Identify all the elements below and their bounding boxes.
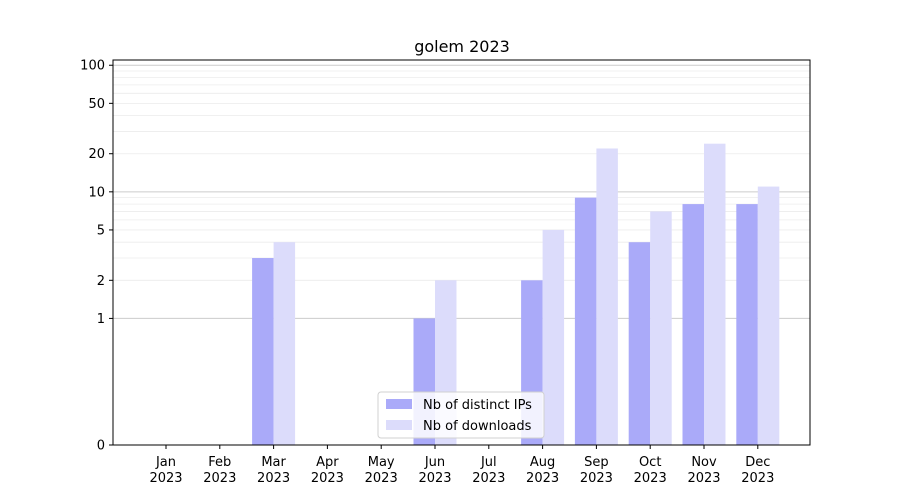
bar-distinct-ips xyxy=(736,204,758,445)
x-tick-label: Mar 2023 xyxy=(257,455,290,486)
legend-box xyxy=(377,391,545,439)
x-tick-label-line: 2023 xyxy=(311,471,344,486)
x-tick-label-line: May xyxy=(368,455,395,470)
x-tick-label-line: Aug xyxy=(530,455,555,470)
y-tick-label: 0 xyxy=(97,439,105,454)
x-tick-label-line: 2023 xyxy=(741,471,774,486)
x-tick-label-line: Dec xyxy=(745,455,770,470)
x-tick-label: Oct 2023 xyxy=(634,455,667,486)
y-tick-label: 20 xyxy=(88,147,105,162)
x-tick-label-line: 2023 xyxy=(687,471,720,486)
legend-swatch xyxy=(386,399,412,409)
x-tick-label-line: Jan xyxy=(155,455,176,470)
bar-distinct-ips xyxy=(682,204,704,445)
bars-group xyxy=(252,143,780,446)
x-tick-label-line: 2023 xyxy=(526,471,559,486)
x-tick-label-line: 2023 xyxy=(149,471,182,486)
x-tick-label-line: Jun xyxy=(424,455,445,470)
y-tick-label: 1 xyxy=(97,312,105,327)
x-tick-label-line: Sep xyxy=(584,455,609,470)
bar-downloads xyxy=(596,148,618,445)
x-tick-label: Jan 2023 xyxy=(149,455,182,486)
bar-downloads xyxy=(704,143,726,445)
grid-lines xyxy=(113,64,810,319)
x-tick-label-line: 2023 xyxy=(472,471,505,486)
x-tick-label-line: 2023 xyxy=(203,471,236,486)
x-tick-label: Jul 2023 xyxy=(472,455,505,486)
bar-distinct-ips xyxy=(252,258,274,445)
chart-title: golem 2023 xyxy=(414,37,510,56)
x-tick-label-line: 2023 xyxy=(580,471,613,486)
legend: Nb of distinct IPs Nb of downloads xyxy=(377,391,545,439)
x-tick-label-line: Jul xyxy=(480,455,497,470)
x-tick-label-line: 2023 xyxy=(365,471,398,486)
x-tick-label-line: Apr xyxy=(316,455,339,470)
bar-downloads xyxy=(542,229,565,445)
legend-swatch xyxy=(386,420,412,430)
bar-downloads xyxy=(650,211,672,445)
x-tick-label-line: Oct xyxy=(639,455,661,470)
x-tick-label: Aug 2023 xyxy=(526,455,559,486)
x-tick-label-line: 2023 xyxy=(634,471,667,486)
x-tick-label: Feb 2023 xyxy=(203,455,236,486)
x-tick-label-line: 2023 xyxy=(418,471,451,486)
y-tick-label: 10 xyxy=(88,185,105,200)
x-tick-label: Dec 2023 xyxy=(741,455,774,486)
y-tick-label: 50 xyxy=(88,97,105,112)
x-tick-label: Apr 2023 xyxy=(311,455,344,486)
x-tick-label-line: Mar xyxy=(261,455,286,470)
x-tick-label-line: Feb xyxy=(208,455,231,470)
x-tick-label: May 2023 xyxy=(365,455,398,486)
y-tick-label: 2 xyxy=(97,274,105,289)
plot-frame xyxy=(112,59,811,446)
x-tick-label-line: 2023 xyxy=(257,471,290,486)
y-tick-label: 100 xyxy=(80,59,105,74)
x-tick-label: Jun 2023 xyxy=(418,455,451,486)
x-tick-label-line: Nov xyxy=(691,455,717,470)
y-axis: 0 1 2 5 10 20 50 100 xyxy=(80,59,113,454)
x-tick-label: Nov 2023 xyxy=(687,455,720,486)
bar-distinct-ips xyxy=(628,242,651,445)
legend-label: Nb of downloads xyxy=(423,419,532,434)
x-tick-label: Sep 2023 xyxy=(580,455,613,486)
bar-distinct-ips xyxy=(574,197,597,445)
bar-downloads xyxy=(757,186,780,446)
y-tick-label: 5 xyxy=(97,223,105,238)
bar-downloads xyxy=(273,242,296,445)
legend-label: Nb of distinct IPs xyxy=(423,398,532,413)
